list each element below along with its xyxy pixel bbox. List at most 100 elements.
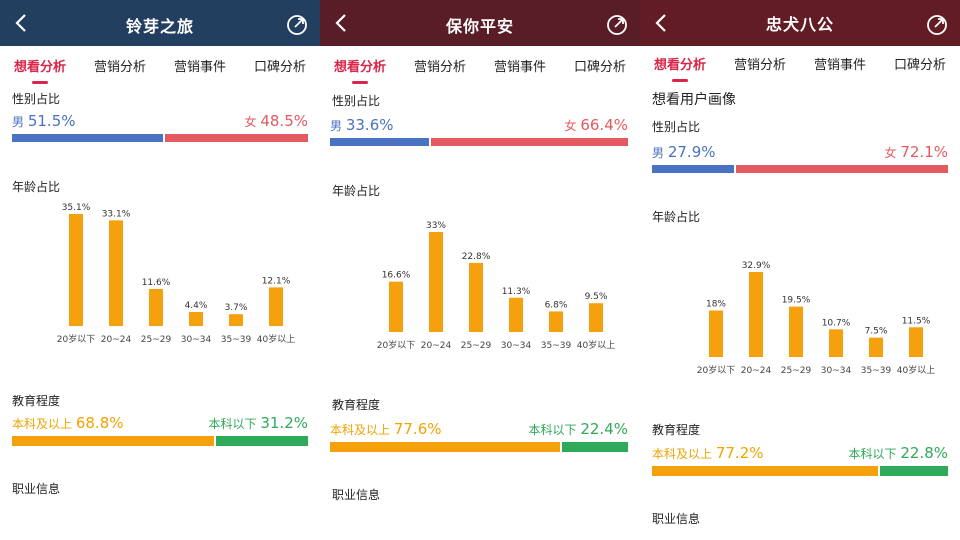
tab-label: 营销事件 <box>493 60 546 75</box>
tab-marketing-events[interactable]: 营销事件 <box>480 46 560 86</box>
tab-bar: 想看分析 营销分析 营销事件 口碑分析 <box>640 44 960 84</box>
edu-high-text: 本科及以上 <box>12 417 73 431</box>
tab-bar: 想看分析 营销分析 营销事件 口碑分析 <box>320 46 640 86</box>
age-value-label: 18% <box>706 299 726 309</box>
age-value-label: 22.8% <box>462 252 491 262</box>
age-value-label: 33% <box>426 221 446 231</box>
gender-title: 性别占比 <box>332 94 381 108</box>
age-chart: 16.6% 20岁以下 33% 20~24 22.8% 25~29 11.3% 30~34 6.… <box>377 221 615 351</box>
education-title: 教育程度 <box>652 423 701 437</box>
gender-female-bar <box>736 165 948 173</box>
tab-label: 想看分析 <box>333 60 386 75</box>
back-arrow-icon[interactable] <box>10 11 34 35</box>
edu-low-text: 本科以下 <box>528 423 577 437</box>
female-text: 女 <box>564 119 577 133</box>
age-value-label: 4.4% <box>185 301 208 311</box>
tab-want-analysis[interactable]: 想看分析 <box>0 46 80 86</box>
tab-label: 口碑分析 <box>573 60 626 75</box>
share-icon[interactable] <box>286 14 308 36</box>
male-pct: 33.6% <box>345 116 394 134</box>
age-category-label: 20~24 <box>421 341 452 351</box>
edu-high-pct: 68.8% <box>75 414 124 432</box>
age-bar <box>709 310 723 357</box>
age-category-label: 35~39 <box>861 366 892 376</box>
tab-want-analysis[interactable]: 想看分析 <box>640 44 720 84</box>
education-title: 教育程度 <box>332 398 381 412</box>
age-category-label: 25~29 <box>141 335 172 345</box>
male-pct: 51.5% <box>27 112 76 130</box>
edu-low-label: 本科以下 31.2% <box>209 414 309 432</box>
age-category-label: 40岁以上 <box>577 339 615 351</box>
back-arrow-icon[interactable] <box>330 11 354 35</box>
age-value-label: 19.5% <box>782 296 811 306</box>
female-label: 女 72.1% <box>885 143 949 161</box>
edu-low-pct: 22.8% <box>900 444 948 462</box>
edu-low-bar <box>880 466 948 476</box>
tab-reputation-analysis[interactable]: 口碑分析 <box>880 44 960 84</box>
age-bar <box>589 303 603 332</box>
back-arrow-icon[interactable] <box>650 11 674 35</box>
education-title: 教育程度 <box>12 394 61 408</box>
age-bar <box>549 311 563 332</box>
edu-high-pct: 77.6% <box>393 420 442 438</box>
gender-female-bar <box>431 138 628 146</box>
female-label: 女 66.4% <box>565 116 629 134</box>
age-category-label: 30~34 <box>501 341 532 351</box>
age-value-label: 9.5% <box>585 292 608 302</box>
edu-low-bar <box>562 442 628 452</box>
age-category-label: 40岁以上 <box>257 333 295 345</box>
male-text: 男 <box>330 119 343 133</box>
tab-marketing-events[interactable]: 营销事件 <box>800 44 880 84</box>
tab-marketing-analysis[interactable]: 营销分析 <box>400 46 480 86</box>
age-chart: 18% 20岁以下 32.9% 20~24 19.5% 25~29 10.7% 30~34 7.… <box>697 261 935 376</box>
age-bar <box>509 297 523 332</box>
age-value-label: 16.6% <box>382 271 411 281</box>
male-text: 男 <box>652 146 665 160</box>
edu-high-label: 本科及以上 68.8% <box>12 414 124 432</box>
tab-label: 想看分析 <box>13 60 66 75</box>
age-category-label: 30~34 <box>181 335 212 345</box>
edu-high-text: 本科及以上 <box>652 447 713 461</box>
tab-label: 营销事件 <box>813 58 866 73</box>
app-header: 忠犬八公 <box>640 0 960 46</box>
share-icon[interactable] <box>926 14 948 36</box>
edu-low-pct: 22.4% <box>580 420 628 438</box>
age-value-label: 6.8% <box>545 300 568 310</box>
edu-high-text: 本科及以上 <box>330 423 391 437</box>
gender-female-bar <box>165 134 308 142</box>
edu-high-bar <box>12 436 214 446</box>
age-value-label: 33.1% <box>102 209 131 219</box>
age-bar <box>229 314 243 326</box>
age-bar <box>869 337 883 357</box>
tab-reputation-analysis[interactable]: 口碑分析 <box>560 46 640 86</box>
panel-hachiko: 忠犬八公 想看分析 营销分析 营销事件 口碑分析 想看用户画像 性别占比 男 2… <box>640 0 960 540</box>
age-bar <box>429 232 443 332</box>
age-category-label: 40岁以上 <box>897 364 935 376</box>
age-bar <box>749 272 763 357</box>
tab-bar: 想看分析 营销分析 营销事件 口碑分析 <box>0 46 320 86</box>
age-category-label: 20岁以下 <box>57 333 95 345</box>
age-value-label: 7.5% <box>865 327 888 337</box>
age-value-label: 32.9% <box>742 261 771 271</box>
app-header: 铃芽之旅 <box>0 0 320 46</box>
age-bar <box>69 214 83 326</box>
tab-marketing-events[interactable]: 营销事件 <box>160 46 240 86</box>
age-category-label: 20~24 <box>741 366 772 376</box>
tab-want-analysis[interactable]: 想看分析 <box>320 46 400 86</box>
female-text: 女 <box>244 115 257 129</box>
share-icon[interactable] <box>606 14 628 36</box>
tab-marketing-analysis[interactable]: 营销分析 <box>720 44 800 84</box>
age-bar <box>149 288 163 326</box>
female-label: 女 48.5% <box>245 112 309 130</box>
gender-title: 性别占比 <box>12 92 61 106</box>
edu-low-pct: 31.2% <box>260 414 308 432</box>
age-chart: 35.1% 20岁以下 33.1% 20~24 11.6% 25~29 4.4% 30~34 3… <box>57 203 295 345</box>
tab-marketing-analysis[interactable]: 营销分析 <box>80 46 160 86</box>
male-label: 男 33.6% <box>330 116 394 134</box>
gender-male-bar <box>12 134 163 142</box>
age-category-label: 20岁以下 <box>697 364 735 376</box>
tab-reputation-analysis[interactable]: 口碑分析 <box>240 46 320 86</box>
age-category-label: 35~39 <box>221 335 252 345</box>
age-title: 年龄占比 <box>12 180 61 194</box>
edu-high-pct: 77.2% <box>715 444 764 462</box>
